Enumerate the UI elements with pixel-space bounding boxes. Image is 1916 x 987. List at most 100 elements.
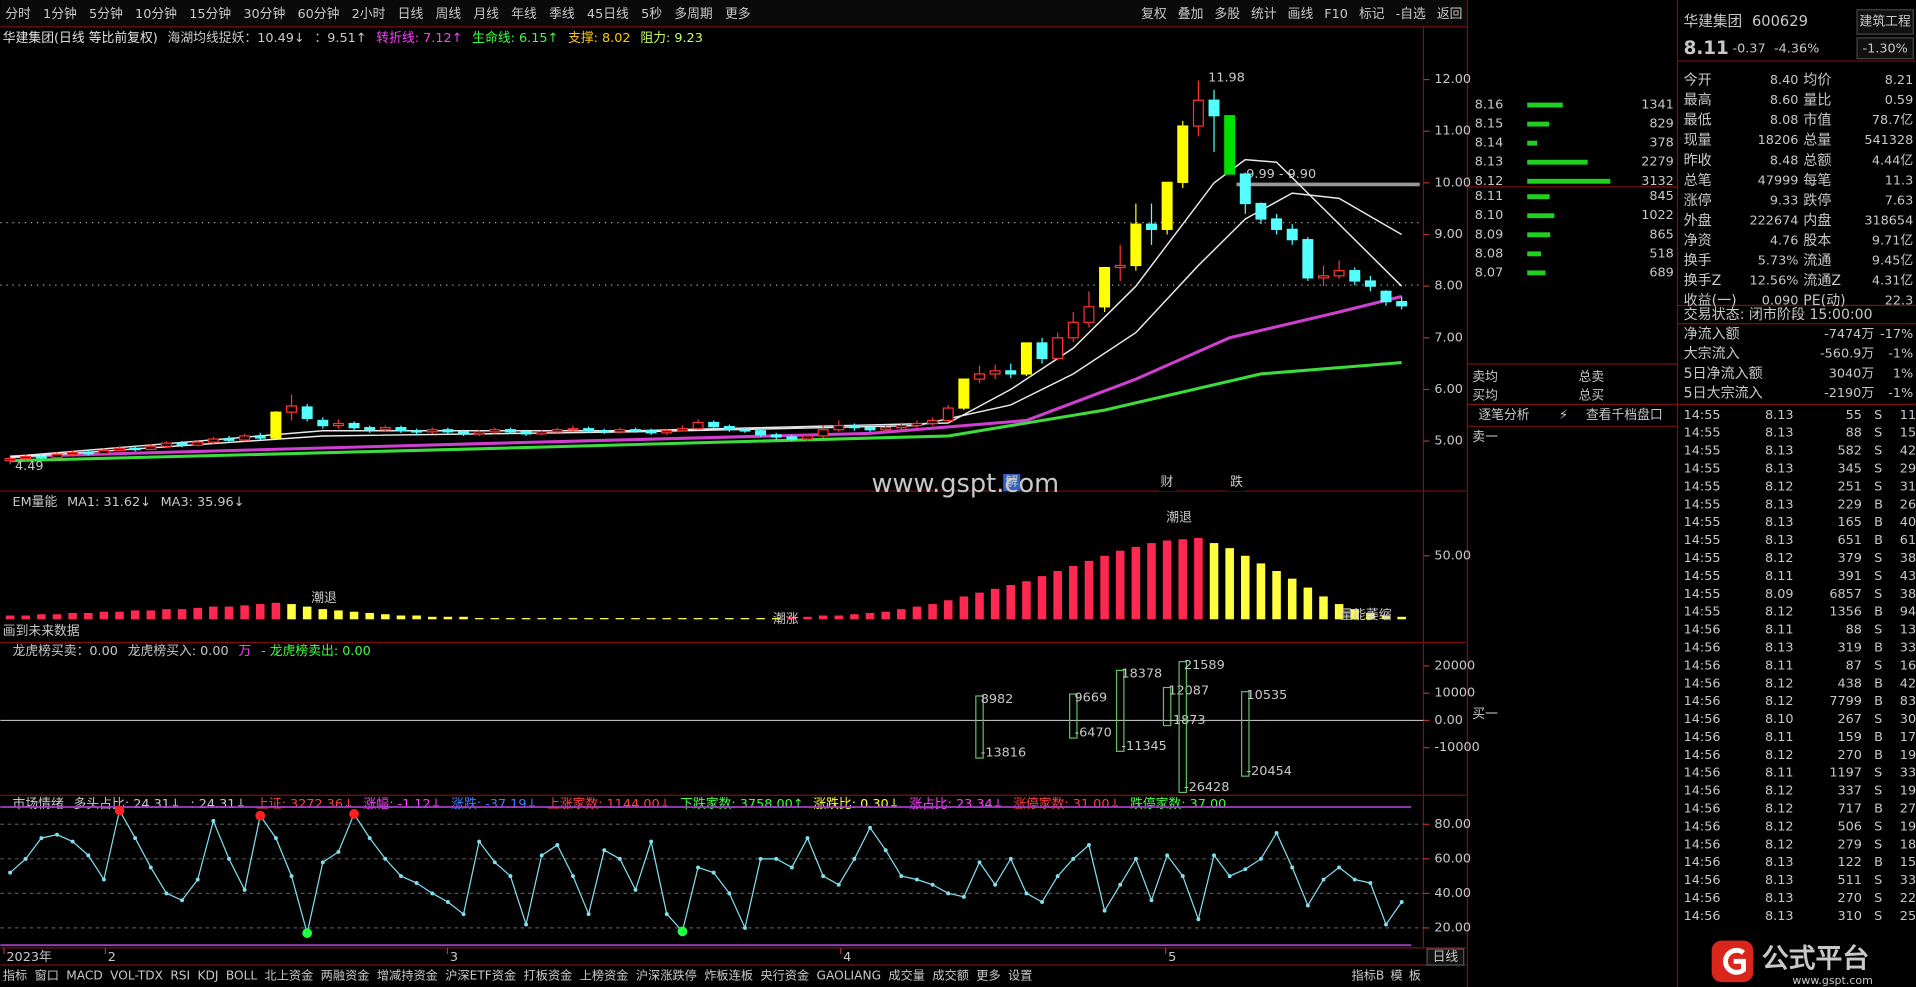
sentiment-point (349, 809, 359, 819)
order-tab[interactable]: 逐笔分析 (1478, 407, 1529, 423)
bottom-tab[interactable]: 成交额 (932, 968, 969, 983)
period-tab[interactable]: 60分钟 (298, 6, 340, 22)
volume-bar (1131, 546, 1141, 620)
tool-button[interactable]: 叠加 (1178, 7, 1204, 22)
candle-body (1099, 266, 1111, 308)
bottom-tab[interactable]: 上榜资金 (580, 968, 629, 983)
candle-body (1380, 290, 1392, 303)
bottom-tab[interactable]: 设置 (1008, 969, 1032, 983)
sentiment-point (8, 870, 13, 875)
trade-price: 8.12 (1765, 802, 1794, 817)
indicator-value: 涨停家数: 31.00↓ (1013, 795, 1120, 811)
order-tab[interactable]: ⚡ (1559, 408, 1568, 423)
sentiment-point (1133, 856, 1138, 861)
bottom-tab[interactable]: 更多 (976, 969, 1000, 983)
trade-price: 8.12 (1765, 784, 1794, 799)
candle-body (442, 429, 454, 433)
trade-price: 8.10 (1765, 712, 1794, 727)
period-tab[interactable]: 5秒 (641, 7, 662, 22)
period-tab[interactable]: 5分钟 (89, 6, 123, 22)
bottom-tab[interactable]: 增减持资金 (377, 968, 438, 983)
period-tab[interactable]: 30分钟 (243, 6, 285, 22)
period-tab[interactable]: 45日线 (587, 7, 629, 22)
tool-button[interactable]: 返回 (1437, 7, 1463, 22)
period-tab[interactable]: 15分钟 (189, 6, 231, 22)
sentiment-point (1384, 922, 1388, 927)
bottom-tab[interactable]: BOLL (226, 969, 258, 983)
level-price: 8.10 (1475, 208, 1504, 223)
bottom-tab[interactable]: 模 (1390, 969, 1402, 983)
bottom-tab[interactable]: 炸板连板 (704, 968, 753, 983)
bottom-tab[interactable]: 成交量 (888, 968, 925, 983)
level-volume: 1022 (1641, 208, 1674, 223)
trade-time: 14:55 (1684, 569, 1721, 584)
bottom-tab[interactable]: 窗口 (35, 969, 59, 983)
event-marker: 跌 (1230, 474, 1243, 490)
sentiment-point (399, 874, 403, 879)
candle-body (708, 421, 720, 428)
tool-button[interactable]: 画线 (1288, 7, 1314, 22)
bottom-tab[interactable]: GAOLIANG (817, 969, 882, 983)
trade-time: 14:55 (1684, 426, 1721, 441)
tool-button[interactable]: 复权 (1141, 6, 1167, 22)
candle-body (1208, 99, 1220, 117)
bottom-tab[interactable]: 指标B (1352, 968, 1385, 983)
bottom-tab[interactable]: 打板资金 (524, 968, 573, 983)
candle-body (379, 427, 391, 431)
candle-body (583, 428, 595, 432)
quote-value: 5.73% (1758, 253, 1799, 268)
period-tab[interactable]: 2小时 (352, 7, 386, 22)
level-price: 8.14 (1475, 136, 1504, 151)
period-tab[interactable]: 1分钟 (43, 6, 77, 22)
bottom-tab[interactable]: 沪深涨跌停 (636, 968, 697, 983)
tool-button[interactable]: 多股 (1214, 7, 1240, 22)
order-tab[interactable]: 查看千档盘口 (1586, 407, 1663, 423)
quote-label: 总笔 (1684, 173, 1712, 189)
trade-price: 8.13 (1765, 873, 1794, 888)
bottom-tab[interactable]: KDJ (197, 969, 218, 983)
indicator-line: 华建集团(日线 等比前复权) 海湖均线捉妖：10.49↓ ：9.51↑ 转折线: 7.… (3, 29, 703, 45)
bottom-tab[interactable]: 央行资金 (760, 968, 809, 983)
bottom-tab[interactable]: MACD (66, 969, 103, 983)
y-tick-label: 6.00 (1434, 382, 1463, 397)
tool-button[interactable]: F10 (1324, 7, 1348, 22)
tool-button[interactable]: 统计 (1251, 7, 1277, 22)
bottom-tab[interactable]: 北上资金 (265, 968, 314, 983)
level-bar (1527, 232, 1551, 238)
tool-button[interactable]: 标记 (1359, 7, 1385, 22)
period-tab[interactable]: 季线 (549, 7, 575, 22)
volume-bar (1069, 565, 1078, 620)
trade-count: 26 (1900, 497, 1916, 512)
period-tab[interactable]: 分时 (5, 7, 31, 22)
period-tab[interactable]: 更多 (725, 7, 751, 22)
bottom-tab[interactable]: 板 (1409, 969, 1421, 983)
bottom-tab[interactable]: VOL-TDX (110, 969, 163, 983)
period-tab[interactable]: 周线 (436, 7, 462, 22)
trade-volume: 279 (1837, 837, 1861, 852)
volume-bar (240, 605, 249, 620)
volume-bar (1162, 540, 1172, 620)
indicator-value: - 龙虎榜卖出: 0.00 (261, 643, 371, 659)
period-tab[interactable]: 月线 (473, 7, 499, 22)
volume-bar (506, 618, 515, 620)
period-tab[interactable]: 年线 (511, 7, 537, 22)
period-tab[interactable]: 多周期 (674, 7, 712, 22)
bottom-tab[interactable]: 两融资金 (321, 968, 370, 983)
period-tab[interactable]: 日线 (398, 7, 424, 22)
sentiment-point (148, 865, 153, 870)
level-price: 8.13 (1475, 155, 1504, 170)
volume-bar (990, 588, 1000, 620)
candle-body (1224, 115, 1236, 175)
sentiment-point (711, 870, 716, 875)
tool-button[interactable]: -自选 (1396, 7, 1426, 22)
volume-bar (146, 610, 156, 620)
period-tab[interactable]: 10分钟 (135, 6, 177, 22)
volume-bar (928, 604, 937, 620)
volume-bar (1397, 616, 1406, 620)
bottom-tab[interactable]: 沪深ETF资金 (445, 968, 516, 983)
period-box (1426, 948, 1465, 966)
bottom-tab[interactable]: RSI (170, 969, 190, 983)
candle-body (239, 435, 251, 441)
bottom-tab[interactable]: 指标 (3, 968, 27, 983)
